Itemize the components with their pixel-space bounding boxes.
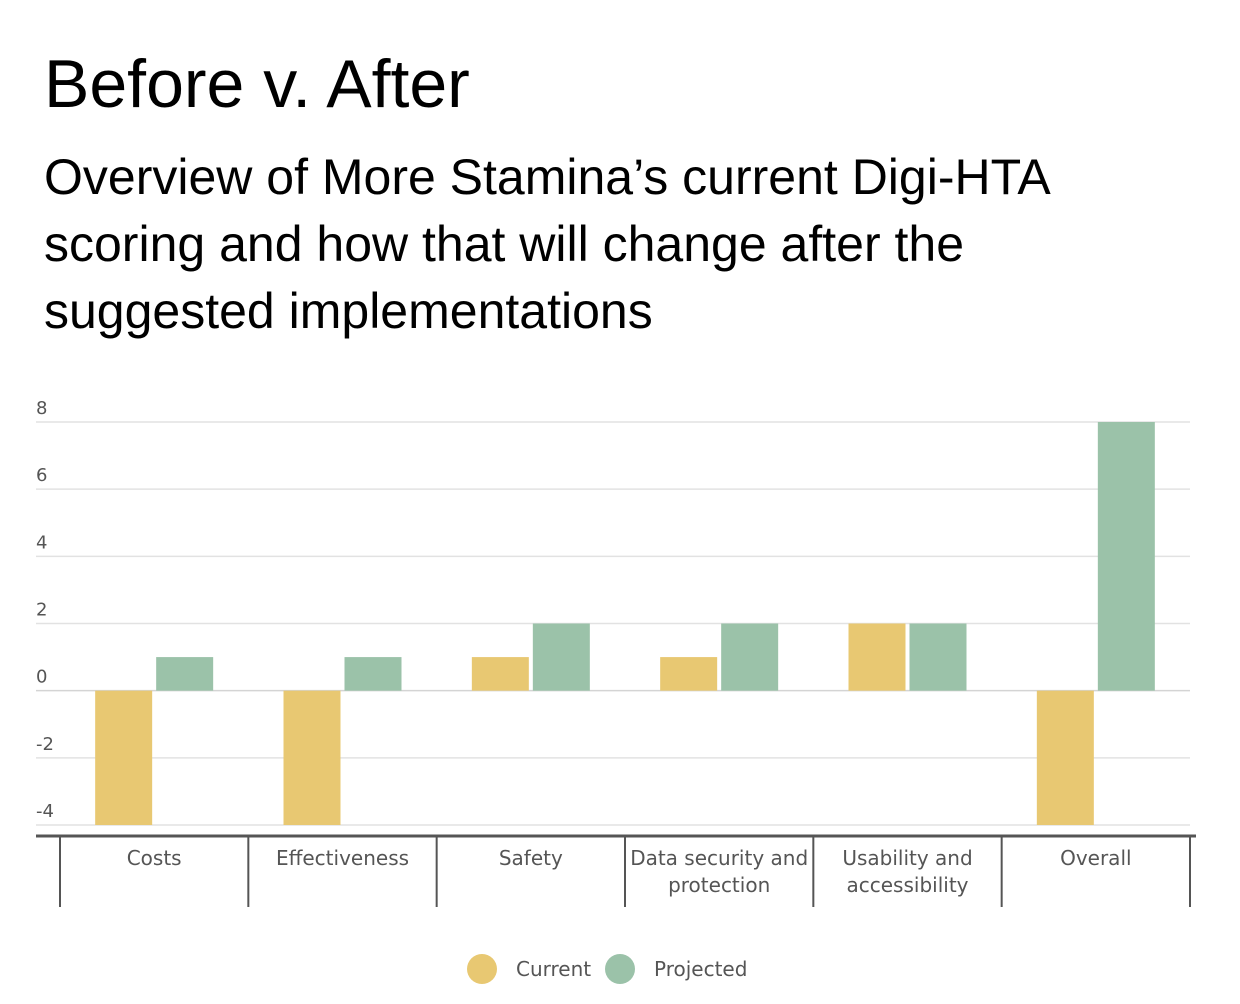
x-category-label: Usability and accessibility <box>842 846 972 897</box>
legend-label-current: Current <box>516 957 591 981</box>
category-label-line: protection <box>668 873 770 897</box>
bar-projected <box>344 657 402 691</box>
category-label-line: Overall <box>1060 846 1131 870</box>
legend-swatch-current <box>467 954 497 984</box>
y-tick-label: -4 <box>36 801 54 822</box>
y-tick-label: 0 <box>36 667 47 688</box>
bar-current <box>95 690 153 825</box>
x-category-label: Costs <box>127 846 182 870</box>
bar-projected <box>721 623 779 691</box>
y-tick-label: -2 <box>36 734 54 755</box>
bar-projected <box>1097 422 1155 691</box>
legend-swatch-projected <box>605 954 635 984</box>
category-label-line: Effectiveness <box>276 846 409 870</box>
bar-projected <box>156 657 214 691</box>
category-label-line: Costs <box>127 846 182 870</box>
bar-current <box>660 657 718 691</box>
legend-label-projected: Projected <box>654 957 747 981</box>
x-category-label: Overall <box>1060 846 1131 870</box>
slide-title: Before v. After <box>44 46 470 122</box>
bar-current <box>1036 690 1094 825</box>
x-category-label: Data security and protection <box>630 846 808 897</box>
y-tick-label: 2 <box>36 600 47 621</box>
category-label-line: Data security and <box>630 846 808 870</box>
slide-subtitle: Overview of More Stamina’s current Digi-… <box>44 149 1049 339</box>
x-category-label: Effectiveness <box>276 846 409 870</box>
x-category-label: Safety <box>499 846 563 870</box>
y-tick-label: 6 <box>36 465 47 486</box>
category-label-line: Safety <box>499 846 563 870</box>
y-tick-label: 4 <box>36 532 47 553</box>
bar-projected <box>532 623 590 691</box>
bar-current <box>848 623 906 691</box>
category-label-line: Usability and <box>842 846 972 870</box>
bar-current <box>283 690 341 825</box>
category-label-line: accessibility <box>847 873 969 897</box>
bar-projected <box>909 623 967 691</box>
y-tick-label: 8 <box>36 398 47 419</box>
bar-current <box>471 657 529 691</box>
